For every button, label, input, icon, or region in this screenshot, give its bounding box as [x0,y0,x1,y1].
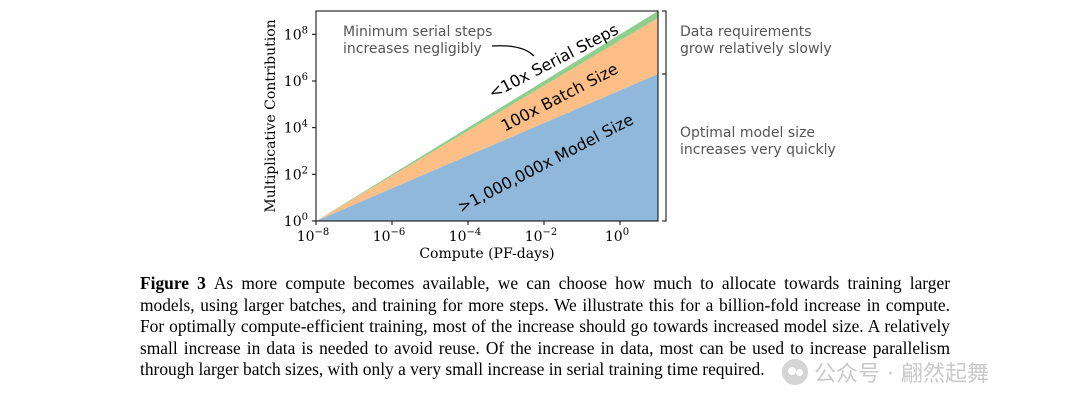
chart: 10−8 10−6 10−4 10−2 100 100 102 104 106 108 Comp… [263,10,836,262]
y-axis-label: Multiplicative Contribution [263,19,279,212]
annotation-data-requirements: Data requirements grow relatively slowly [680,24,832,57]
y-tick-label: 106 [284,72,308,90]
wechat-logo-icon [782,359,808,385]
x-tick-label: 10−6 [373,227,406,245]
caption-text: As more compute becomes available, we ca… [140,273,950,379]
x-axis-label: Compute (PF-days) [419,246,554,262]
watermark-text: 公众号 · 翩然起舞 [814,362,989,387]
y-tick-label: 104 [284,119,308,137]
area-series-3 [316,11,658,221]
annotations: Minimum serial steps increases negligibly… [343,10,836,222]
watermark: 公众号 · 翩然起舞 [782,352,989,392]
y-tick-label: 102 [284,165,308,183]
y-axis-ticks: 100 102 104 106 108 [284,25,316,230]
annotation-arrow [491,45,535,57]
y-tick-label: 108 [284,25,308,43]
bracket-model [662,73,667,222]
x-tick-label: 10−8 [297,227,330,245]
plot-frame [315,10,659,222]
x-axis-ticks: 10−8 10−6 10−4 10−2 100 [297,221,629,245]
annotation-serial-steps: Minimum serial steps increases negligibly [343,24,492,57]
annotation-model-size: Optimal model size increases very quickly [680,125,836,158]
caption-label: Figure 3 [140,273,206,293]
figure-caption: Figure 3 As more compute becomes availabl… [140,273,950,381]
x-tick-label: 10−4 [449,227,482,245]
chart-areas [316,11,658,221]
x-tick-label: 10−2 [525,227,558,245]
y-tick-label: 100 [284,212,308,230]
bracket-data [662,10,667,75]
x-tick-label: 100 [605,227,629,245]
